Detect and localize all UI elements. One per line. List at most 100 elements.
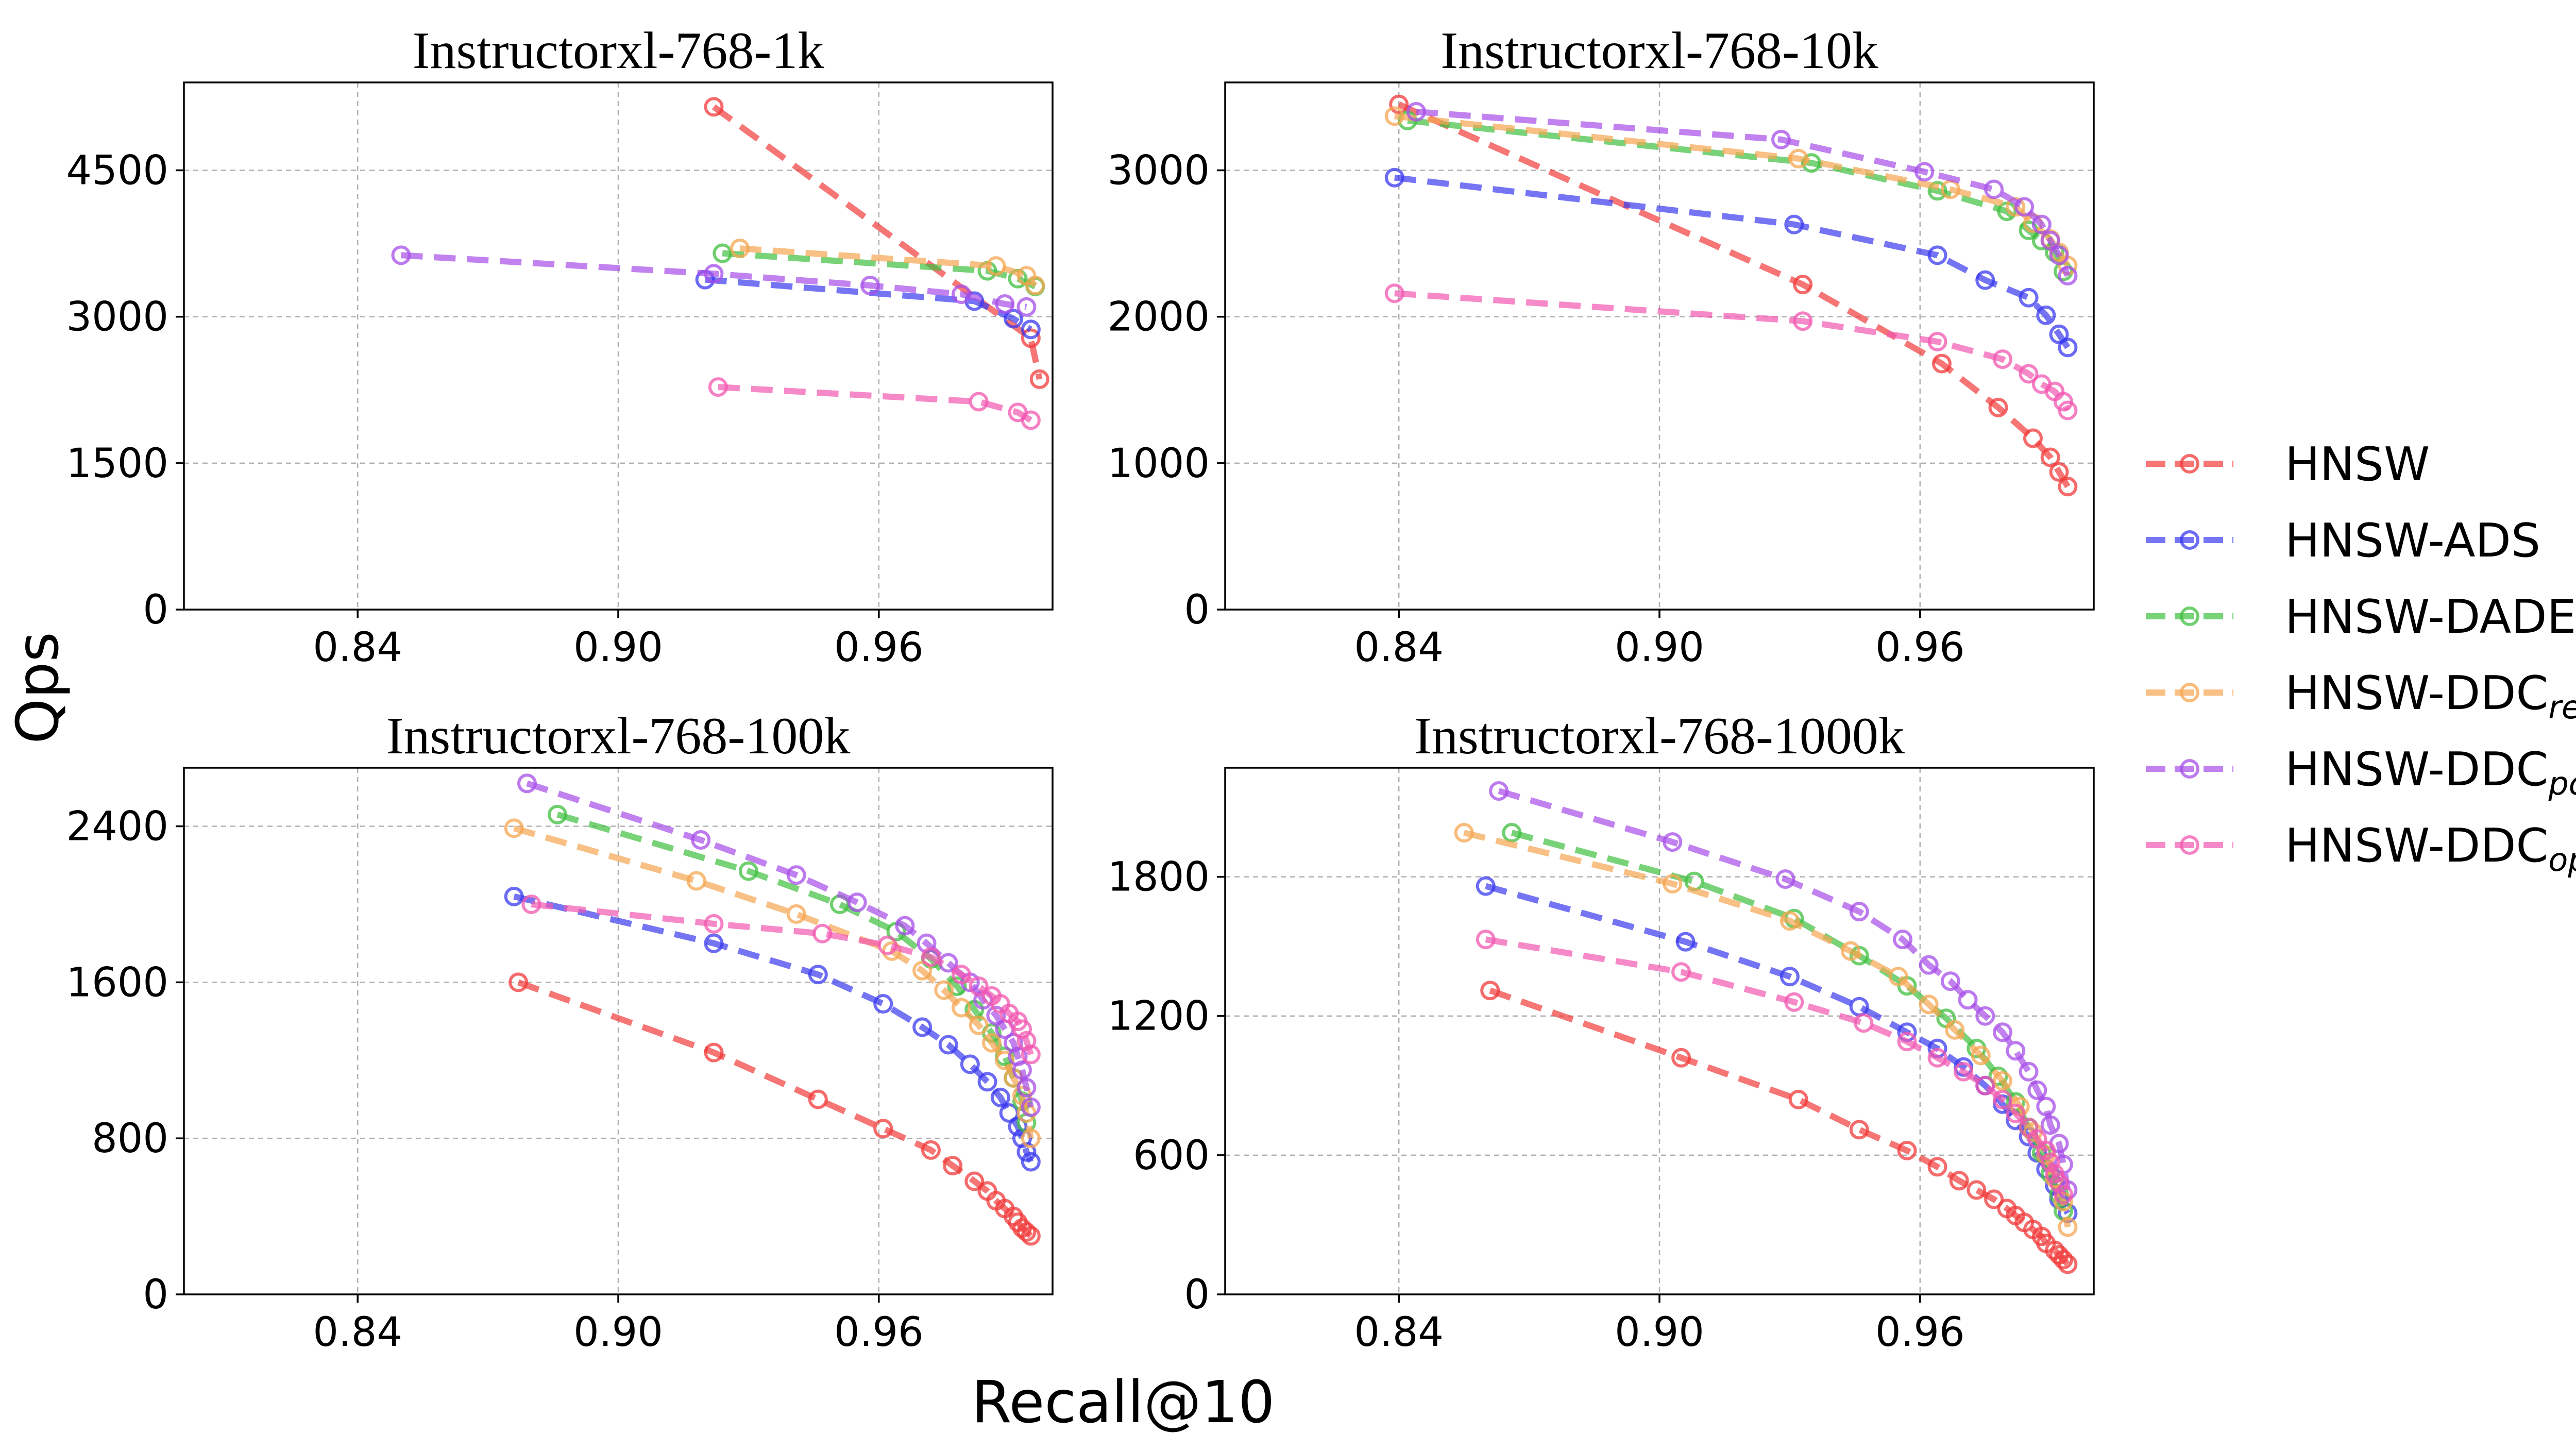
y-tick-label: 1200 <box>1107 993 1210 1040</box>
legend-swatch-marker <box>2180 530 2199 550</box>
y-tick-label: 4500 <box>66 148 168 194</box>
data-point <box>738 861 758 881</box>
data-point <box>2031 214 2052 234</box>
chart-panel-instructorxl-768-1000k: 0.84 0.90 0.96 0 600 1200 1800 Instructorxl-768… <box>1107 707 2095 1356</box>
data-point <box>951 998 971 1018</box>
data-point <box>947 976 967 996</box>
data-point <box>986 1005 1006 1025</box>
data-point <box>2019 1061 2039 1082</box>
legend-label: HNSW-DDCres <box>2285 666 2576 726</box>
data-point <box>1958 990 1978 1010</box>
y-tick-label: 2000 <box>1107 294 1210 341</box>
data-point <box>877 935 897 955</box>
data-point <box>1840 941 1860 961</box>
data-point <box>2014 197 2035 217</box>
data-point <box>517 773 537 794</box>
data-point <box>1384 283 1404 304</box>
chart-title: Instructorxl-768-1000k <box>1414 707 1905 765</box>
data-point <box>1893 930 1913 950</box>
data-point <box>2053 1250 2073 1270</box>
x-tick-label: 0.84 <box>1354 625 1444 671</box>
data-point <box>1663 832 1683 852</box>
data-point <box>990 1087 1010 1107</box>
data-point <box>1984 179 2004 199</box>
data-point <box>2040 1115 2060 1135</box>
data-point <box>1931 353 1952 374</box>
y-tick-label: 1800 <box>1107 854 1210 901</box>
data-point <box>969 392 989 412</box>
x-tick-label: 0.84 <box>1354 1309 1444 1356</box>
series-line <box>513 893 1034 1164</box>
data-point <box>504 818 524 838</box>
series-hnsw-dade <box>547 804 1037 1133</box>
data-point <box>786 865 806 885</box>
data-point <box>1927 1048 1947 1068</box>
data-point <box>1793 275 1813 295</box>
y-tick-label: 600 <box>1133 1133 1210 1179</box>
data-point <box>1919 955 1939 975</box>
series-hnsw <box>704 97 1049 389</box>
series-hnsw <box>1480 981 2078 1274</box>
data-point <box>1012 1019 1032 1039</box>
data-point <box>1775 869 1795 889</box>
data-point <box>951 965 971 985</box>
series-line <box>718 384 1032 423</box>
series-line <box>1498 788 2071 1191</box>
legend-label: HNSW <box>2285 437 2430 492</box>
data-point <box>1384 167 1404 188</box>
chart-panels: 0.84 0.90 0.96 0 1500 3000 4500 Instructorxl-76… <box>66 22 2095 1356</box>
data-point <box>1771 129 1791 149</box>
data-point <box>2006 1103 2026 1123</box>
legend-item-hnsw-ddcopq: HNSW-DDCopq <box>2146 819 2576 879</box>
data-point <box>1016 1077 1037 1098</box>
y-tick-label: 1000 <box>1107 441 1210 487</box>
series-hnsw-ddcres <box>730 239 1045 296</box>
series-line <box>526 780 1034 1108</box>
y-tick-label: 3000 <box>66 294 168 341</box>
data-point <box>938 1035 958 1055</box>
legend-swatch-marker <box>2180 683 2199 702</box>
data-point <box>1675 932 1696 952</box>
data-point <box>1854 1013 1874 1033</box>
data-point <box>2058 1254 2078 1274</box>
data-point <box>1984 1189 2004 1209</box>
series-line <box>1416 108 2071 277</box>
legend-label: HNSW-DDCpca <box>2285 743 2576 802</box>
data-point <box>1927 331 1947 351</box>
data-point <box>713 243 733 263</box>
data-point <box>2023 428 2043 448</box>
data-point <box>1021 1152 1041 1172</box>
legend: HNSW HNSW-ADS HNSW-DADE HNSW-DDCres HNSW-DDC… <box>2146 437 2576 879</box>
series-line <box>1397 102 2071 488</box>
y-tick-label: 0 <box>143 1272 168 1318</box>
series-hnsw-ddcopq <box>708 377 1041 430</box>
series-line <box>513 825 1034 1139</box>
data-point <box>912 1017 933 1037</box>
chart-panel-instructorxl-768-10k: 0.84 0.90 0.96 0 1000 2000 3000 Instructorxl-76… <box>1107 22 2095 671</box>
data-point <box>1384 106 1404 126</box>
data-point <box>1802 153 1822 173</box>
series-hnsw-ddcopq <box>521 894 1041 1065</box>
x-tick-label: 0.90 <box>573 1309 663 1356</box>
series-hnsw-dade <box>1502 823 2073 1221</box>
data-point <box>1954 1061 1974 1082</box>
data-point <box>1780 967 1800 987</box>
data-point <box>1025 276 1045 296</box>
series-line <box>1394 290 2071 412</box>
data-point <box>1454 823 1474 843</box>
legend-label: HNSW-DADE <box>2285 590 2576 644</box>
chart-panel-instructorxl-768-100k: 0.84 0.90 0.96 0 800 1600 2400 Instructorxl-768… <box>66 707 1054 1356</box>
data-point <box>1975 1006 1995 1026</box>
data-point <box>1021 1226 1041 1246</box>
data-point <box>1406 102 1426 122</box>
data-point <box>1788 1089 1808 1109</box>
series-line <box>739 245 1038 288</box>
y-axis-label: Qps <box>5 632 72 744</box>
data-point <box>1949 1171 1969 1191</box>
data-point <box>547 804 567 824</box>
series-hnsw-ddcopq <box>1384 283 2078 420</box>
data-point <box>2045 1164 2065 1184</box>
data-point <box>2040 230 2060 250</box>
y-tick-label: 1600 <box>66 959 168 1006</box>
